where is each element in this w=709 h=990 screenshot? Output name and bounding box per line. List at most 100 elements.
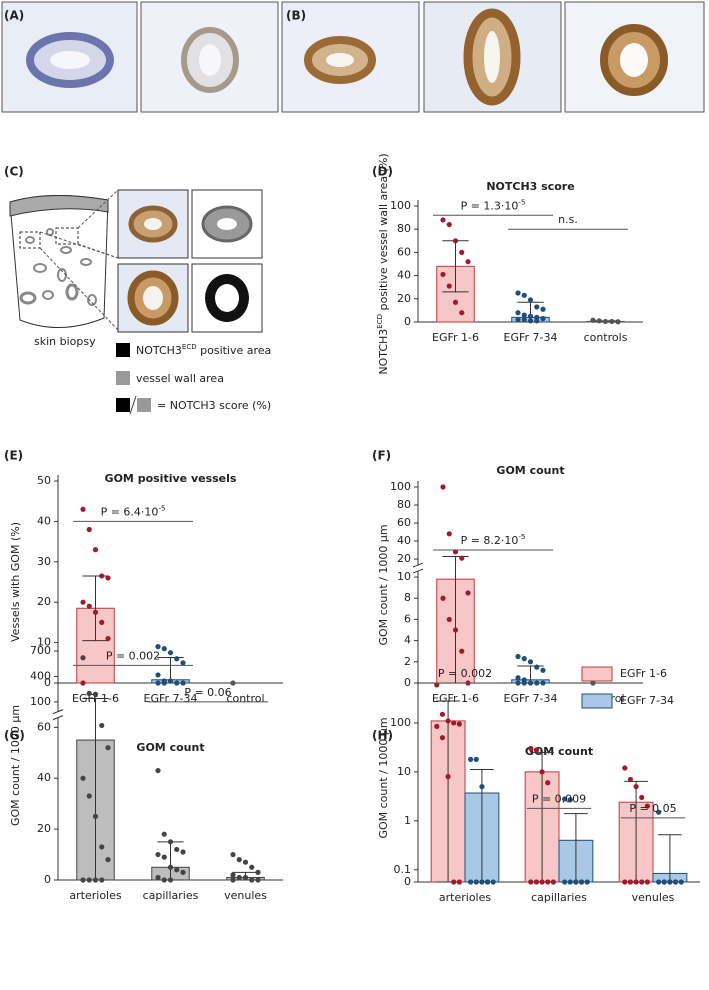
data-point [174, 867, 180, 873]
x-tick-label: arterioles [69, 889, 121, 902]
data-point [622, 879, 628, 885]
data-point [627, 776, 634, 783]
y-tick-label: 0 [44, 873, 51, 886]
x-tick-label: EGFr 7-34 [504, 692, 558, 705]
panel-label: (B) [286, 9, 306, 23]
legend-text: vessel wall area [136, 372, 224, 385]
data-point [155, 672, 161, 678]
text-part: vessel wall area [136, 372, 224, 385]
y-tick-label: 0 [404, 875, 411, 888]
y-tick-label: 50 [37, 474, 51, 487]
y-axis-label: GOM count / 1000 µm [377, 524, 390, 645]
x-tick-label: capillaries [531, 891, 587, 904]
y-tick-label: 10 [397, 570, 411, 583]
data-point [180, 680, 186, 686]
y-tick-label: 80 [397, 498, 411, 511]
y-tick-label: 20 [37, 595, 51, 608]
data-point [446, 283, 452, 289]
data-point [550, 879, 556, 885]
data-point [99, 573, 105, 579]
data-point [468, 756, 474, 762]
data-point [545, 879, 551, 885]
text-part: P = 1.3·10 [461, 199, 519, 212]
data-point [490, 879, 496, 885]
data-point [99, 722, 105, 729]
text-part: n.s. [558, 213, 578, 226]
y-axis-label: Vessels with GOM (%) [9, 522, 22, 642]
data-point [534, 318, 540, 324]
x-tick-label: controls [584, 331, 628, 344]
data-point [533, 747, 540, 753]
data-point [515, 290, 521, 296]
panel-label: (F) [372, 449, 391, 463]
data-point [242, 859, 249, 865]
y-tick-label: 20 [397, 292, 411, 305]
data-point [465, 590, 471, 596]
text-part: NOTCH3 [377, 329, 390, 375]
y-tick-label: 1 [404, 814, 411, 827]
superscript: ECD [376, 314, 384, 329]
data-point [230, 872, 236, 878]
text-part: P = 0.06 [184, 686, 231, 699]
data-point [440, 595, 446, 601]
data-point [540, 306, 546, 312]
data-point [539, 879, 545, 885]
y-tick-label: 100 [30, 695, 51, 708]
data-point [527, 297, 534, 303]
p-value-label: n.s. [558, 213, 578, 226]
data-point [167, 678, 174, 684]
data-point [639, 794, 645, 801]
data-point [667, 879, 673, 885]
y-tick-label: 0.1 [394, 863, 412, 876]
data-point [528, 879, 534, 885]
y-tick-label: 60 [37, 720, 51, 733]
axis-break [52, 715, 64, 721]
panel-label: (E) [4, 449, 23, 463]
data-point [533, 879, 540, 885]
data-point [584, 879, 590, 885]
data-point [609, 318, 615, 325]
data-point [180, 849, 186, 855]
text-part: = NOTCH3 score (%) [157, 399, 271, 412]
text-part: NOTCH3 [136, 344, 182, 357]
chart-title: GOM count [496, 464, 564, 477]
data-point [167, 839, 174, 845]
p-value-label: P = 0.009 [532, 792, 586, 805]
data-point [167, 877, 174, 883]
y-tick-label: 30 [37, 555, 51, 568]
data-point [459, 249, 465, 255]
superscript: -5 [518, 198, 525, 206]
data-point [167, 650, 174, 656]
axis-break [413, 565, 423, 572]
text-part: P = 8.2·10 [461, 534, 519, 547]
data-point [590, 317, 596, 323]
data-point [105, 575, 111, 581]
x-tick-label: control [226, 692, 264, 705]
data-point [80, 655, 86, 661]
data-point [656, 809, 662, 815]
data-point [155, 874, 161, 881]
data-point [236, 874, 242, 881]
y-tick-label: 700 [30, 644, 51, 657]
data-point [456, 879, 462, 885]
data-point [86, 793, 92, 799]
data-point [155, 767, 161, 774]
data-point [439, 735, 446, 741]
data-point [452, 627, 459, 633]
x-tick-label: capillaries [143, 889, 199, 902]
axis-break [52, 709, 64, 715]
data-point [521, 680, 527, 686]
y-tick-label: 60 [397, 516, 411, 529]
micrographs-a [1, 1, 279, 113]
y-tick-label: 100 [390, 716, 411, 729]
data-point [534, 680, 540, 686]
legend-swatch [581, 666, 613, 682]
y-tick-label: 400 [30, 669, 51, 682]
data-point [596, 318, 602, 324]
data-point [161, 646, 167, 652]
data-point [155, 644, 161, 650]
data-point [515, 680, 521, 686]
data-point [439, 711, 446, 717]
data-point [80, 506, 86, 512]
axis-break [53, 711, 63, 718]
